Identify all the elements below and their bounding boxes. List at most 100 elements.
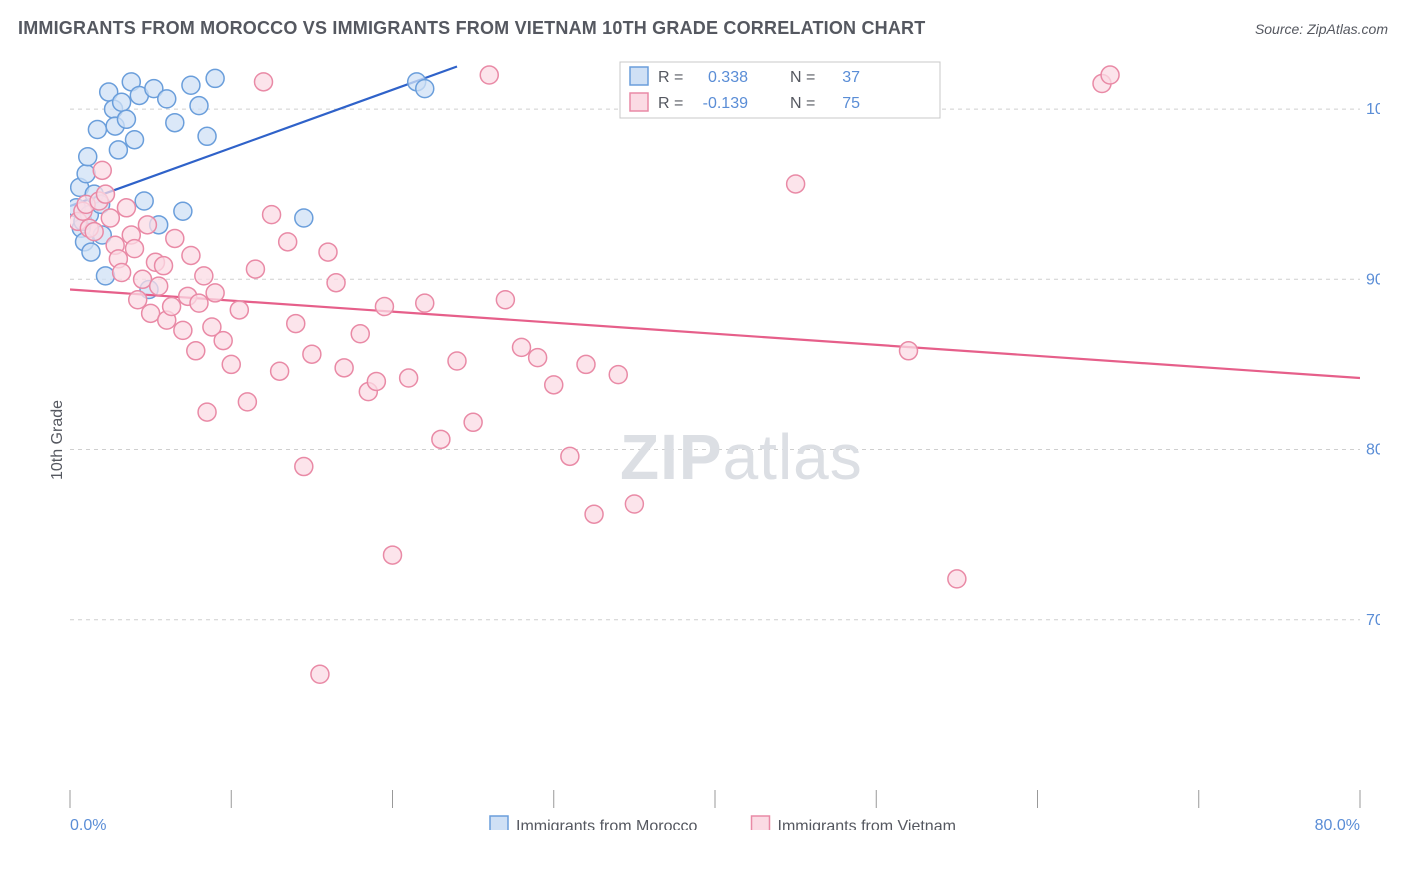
point-vietnam bbox=[101, 209, 119, 227]
data-layer bbox=[67, 66, 1360, 683]
point-morocco bbox=[416, 80, 434, 98]
y-tick-label: 70.0% bbox=[1366, 612, 1380, 629]
svg-text:R =: R = bbox=[658, 95, 683, 112]
point-vietnam bbox=[187, 342, 205, 360]
point-vietnam bbox=[198, 403, 216, 421]
point-vietnam bbox=[155, 257, 173, 275]
point-vietnam bbox=[214, 332, 232, 350]
point-vietnam bbox=[375, 298, 393, 316]
point-vietnam bbox=[126, 240, 144, 258]
point-vietnam bbox=[230, 301, 248, 319]
point-morocco bbox=[174, 202, 192, 220]
point-vietnam bbox=[129, 291, 147, 309]
point-vietnam bbox=[113, 263, 131, 281]
point-vietnam bbox=[900, 342, 918, 360]
point-vietnam bbox=[96, 185, 114, 203]
legend2-swatch-vietnam bbox=[752, 816, 770, 830]
y-axis-label: 10th Grade bbox=[49, 400, 67, 480]
point-vietnam bbox=[174, 321, 192, 339]
legend2-swatch-morocco bbox=[490, 816, 508, 830]
point-vietnam bbox=[190, 294, 208, 312]
point-vietnam bbox=[93, 161, 111, 179]
legend-swatch-vietnam bbox=[630, 93, 648, 111]
point-vietnam bbox=[448, 352, 466, 370]
point-vietnam bbox=[529, 349, 547, 367]
point-vietnam bbox=[85, 223, 103, 241]
point-vietnam bbox=[246, 260, 264, 278]
point-vietnam bbox=[625, 495, 643, 513]
point-vietnam bbox=[238, 393, 256, 411]
point-vietnam bbox=[948, 570, 966, 588]
point-vietnam bbox=[585, 505, 603, 523]
legend-series: Immigrants from Morocco Immigrants from V… bbox=[490, 816, 956, 830]
point-morocco bbox=[113, 93, 131, 111]
point-vietnam bbox=[384, 546, 402, 564]
point-vietnam bbox=[335, 359, 353, 377]
svg-text:N =: N = bbox=[790, 69, 815, 86]
point-morocco bbox=[117, 110, 135, 128]
point-vietnam bbox=[263, 206, 281, 224]
point-morocco bbox=[96, 267, 114, 285]
svg-text:-0.139: -0.139 bbox=[703, 95, 748, 112]
trend-line-vietnam bbox=[70, 290, 1360, 379]
point-vietnam bbox=[279, 233, 297, 251]
plot-area: 10th Grade 70.0%80.0%90.0%100.0%0.0%80.0… bbox=[60, 50, 1380, 830]
legend-stats: R = 0.338 N = 37 R = -0.139 N = 75 bbox=[620, 62, 940, 118]
point-vietnam bbox=[577, 355, 595, 373]
legend2-label-vietnam: Immigrants from Vietnam bbox=[778, 818, 956, 830]
point-vietnam bbox=[255, 73, 273, 91]
point-vietnam bbox=[319, 243, 337, 261]
point-vietnam bbox=[400, 369, 418, 387]
point-morocco bbox=[82, 243, 100, 261]
svg-text:0.338: 0.338 bbox=[708, 69, 748, 86]
point-vietnam bbox=[271, 362, 289, 380]
point-vietnam bbox=[163, 298, 181, 316]
point-morocco bbox=[158, 90, 176, 108]
scatter-chart: 70.0% 80.0% 90.0% 100.0% 0.0% 80.0% R = 0.338 N … bbox=[60, 50, 1380, 830]
point-vietnam bbox=[416, 294, 434, 312]
svg-text:N =: N = bbox=[790, 95, 815, 112]
legend-swatch-morocco bbox=[630, 67, 648, 85]
point-vietnam bbox=[609, 366, 627, 384]
point-vietnam bbox=[480, 66, 498, 84]
point-vietnam bbox=[496, 291, 514, 309]
point-vietnam bbox=[142, 304, 160, 322]
svg-text:37: 37 bbox=[842, 69, 860, 86]
point-vietnam bbox=[182, 246, 200, 264]
x-tick-label: 0.0% bbox=[70, 817, 106, 830]
point-vietnam bbox=[166, 229, 184, 247]
point-morocco bbox=[198, 127, 216, 145]
point-vietnam bbox=[195, 267, 213, 285]
point-vietnam bbox=[117, 199, 135, 217]
point-vietnam bbox=[327, 274, 345, 292]
point-vietnam bbox=[545, 376, 563, 394]
point-morocco bbox=[166, 114, 184, 132]
y-tick-label: 80.0% bbox=[1366, 442, 1380, 459]
point-morocco bbox=[77, 165, 95, 183]
point-vietnam bbox=[561, 447, 579, 465]
svg-text:75: 75 bbox=[842, 95, 860, 112]
point-vietnam bbox=[367, 372, 385, 390]
legend2-label-morocco: Immigrants from Morocco bbox=[516, 818, 697, 830]
point-vietnam bbox=[295, 458, 313, 476]
point-morocco bbox=[182, 76, 200, 94]
point-vietnam bbox=[464, 413, 482, 431]
point-vietnam bbox=[513, 338, 531, 356]
y-tick-label: 100.0% bbox=[1366, 101, 1380, 118]
source-label: Source: ZipAtlas.com bbox=[1255, 21, 1388, 37]
y-tick-label: 90.0% bbox=[1366, 271, 1380, 288]
point-morocco bbox=[88, 120, 106, 138]
point-morocco bbox=[135, 192, 153, 210]
point-vietnam bbox=[287, 315, 305, 333]
point-vietnam bbox=[432, 430, 450, 448]
svg-text:R =: R = bbox=[658, 69, 683, 86]
point-vietnam bbox=[150, 277, 168, 295]
chart-title: IMMIGRANTS FROM MOROCCO VS IMMIGRANTS FR… bbox=[18, 18, 925, 39]
point-vietnam bbox=[222, 355, 240, 373]
point-vietnam bbox=[134, 270, 152, 288]
point-vietnam bbox=[138, 216, 156, 234]
point-vietnam bbox=[1101, 66, 1119, 84]
point-vietnam bbox=[206, 284, 224, 302]
x-tick-label: 80.0% bbox=[1315, 817, 1360, 830]
point-morocco bbox=[79, 148, 97, 166]
